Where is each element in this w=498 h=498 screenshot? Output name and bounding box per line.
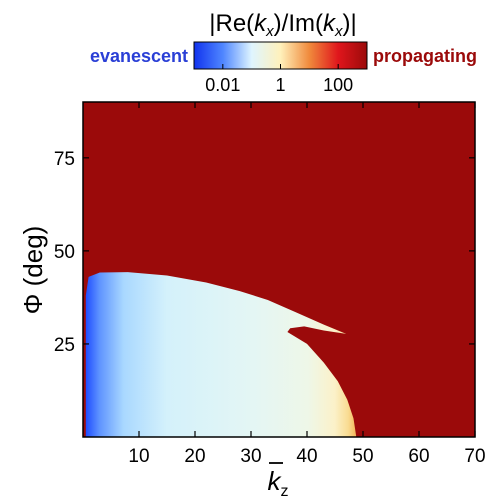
x-tick-label: 40 (296, 446, 317, 467)
colorbar-tick-label: 100 (323, 75, 353, 95)
x-axis-label: kz (268, 462, 289, 498)
y-axis: 25 50 75 (54, 149, 475, 356)
colorbar-tick-label: 0.01 (205, 75, 240, 95)
plot-area: 10 20 30 40 50 60 70 25 50 75 (54, 101, 486, 467)
x-tick-label: 20 (184, 446, 205, 467)
colorbar-right-label: propagating (373, 46, 477, 66)
x-tick-label: 10 (128, 446, 149, 467)
colorbar-left-label: evanescent (90, 46, 188, 66)
x-tick-label: 60 (408, 446, 429, 467)
y-tick-label: 25 (54, 335, 75, 356)
x-tick-label: 50 (352, 446, 373, 467)
y-tick-label: 50 (54, 242, 75, 263)
svg-text:kz: kz (268, 466, 289, 498)
y-tick-label: 75 (54, 149, 75, 170)
evanescent-region (85, 272, 357, 437)
plot-frame (82, 101, 476, 438)
x-tick-label: 70 (464, 446, 485, 467)
colorbar-title: |Re(kx)/Im(kx)| (209, 10, 356, 40)
colorbar: |Re(kx)/Im(kx)| evanescent propagating 0… (90, 10, 477, 95)
colorbar-tick-label: 1 (275, 75, 285, 95)
x-axis: 10 20 30 40 50 60 70 (128, 102, 486, 467)
y-axis-label: Φ (deg) (18, 226, 48, 315)
colorbar-ticks: 0.01 1 100 (205, 64, 353, 95)
x-tick-label: 30 (240, 446, 261, 467)
